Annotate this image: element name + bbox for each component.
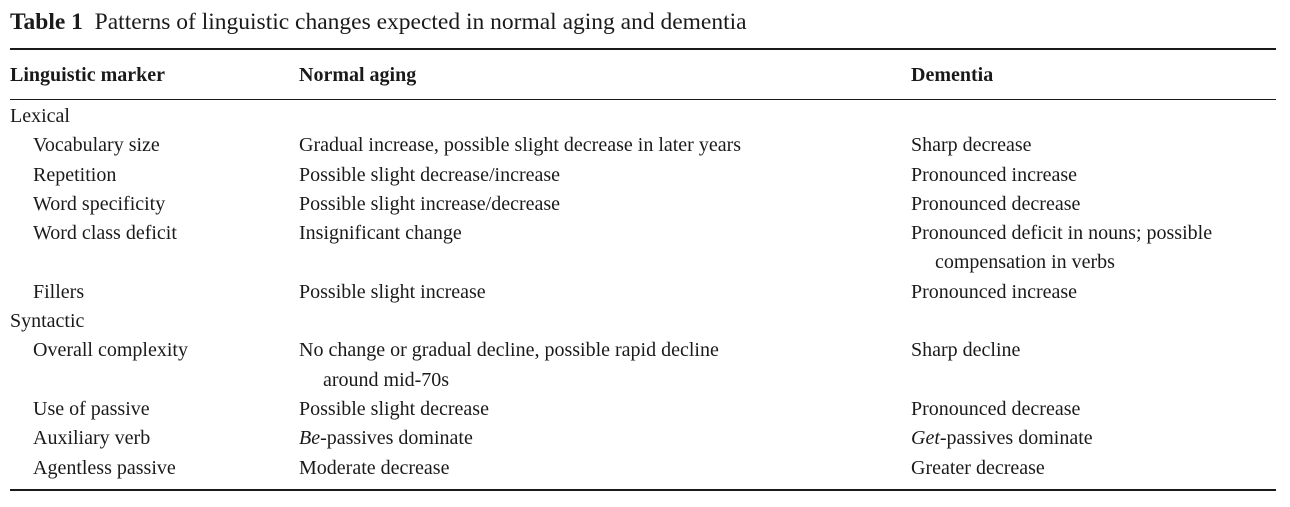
row-marker: Overall complexity xyxy=(33,339,188,361)
italic-term: Get xyxy=(911,427,940,449)
row-marker: Agentless passive xyxy=(33,457,176,479)
row-aging-continuation: around mid-70s xyxy=(323,369,450,391)
row-dementia: Get-passives dominate xyxy=(911,424,1093,453)
row-dementia-continuation: compensation in verbs xyxy=(935,251,1115,273)
table-caption-label: Table 1 xyxy=(10,9,83,35)
row-dementia: Pronounced decrease xyxy=(911,193,1081,215)
row-aging: No change or gradual decline, possible r… xyxy=(299,339,719,361)
header-dementia: Dementia xyxy=(911,64,994,86)
row-dementia: Sharp decline xyxy=(911,339,1021,361)
row-aging: Gradual increase, possible slight decrea… xyxy=(299,134,742,156)
row-marker: Repetition xyxy=(33,164,117,186)
group-label-lexical: Lexical xyxy=(10,105,70,127)
row-aging: Insignificant change xyxy=(299,222,462,244)
row-marker: Auxiliary verb xyxy=(33,427,151,449)
row-aging: Possible slight decrease xyxy=(299,398,489,420)
row-dementia: Pronounced decrease xyxy=(911,398,1081,420)
row-dementia: Pronounced deficit in nouns; possible xyxy=(911,222,1213,244)
row-marker: Word specificity xyxy=(33,193,166,215)
row-aging: Possible slight increase xyxy=(299,281,486,303)
header-linguistic-marker: Linguistic marker xyxy=(10,64,165,86)
table-top-rule xyxy=(10,48,1276,50)
table-bottom-rule xyxy=(10,489,1276,491)
row-marker: Vocabulary size xyxy=(33,134,160,156)
table-caption: Table 1 Patterns of linguistic changes e… xyxy=(10,6,747,38)
row-aging: Possible slight decrease/increase xyxy=(299,164,561,186)
table-caption-text: Patterns of linguistic changes expected … xyxy=(94,9,747,35)
group-label-syntactic: Syntactic xyxy=(10,310,85,332)
row-dementia: Greater decrease xyxy=(911,457,1045,479)
row-aging: Possible slight increase/decrease xyxy=(299,193,561,215)
row-dementia: Pronounced increase xyxy=(911,164,1078,186)
header-normal-aging: Normal aging xyxy=(299,64,417,86)
term-suffix: -passives dominate xyxy=(939,427,1093,449)
table-header-rule xyxy=(10,99,1276,100)
row-dementia: Pronounced increase xyxy=(911,281,1078,303)
row-dementia: Sharp decrease xyxy=(911,134,1032,156)
row-marker: Word class deficit xyxy=(33,222,177,244)
row-aging: Moderate decrease xyxy=(299,457,450,479)
term-suffix: -passives dominate xyxy=(320,427,473,449)
row-marker: Use of passive xyxy=(33,398,150,420)
italic-term: Be xyxy=(299,427,321,449)
row-marker: Fillers xyxy=(33,281,85,303)
row-aging: Be-passives dominate xyxy=(299,424,473,453)
